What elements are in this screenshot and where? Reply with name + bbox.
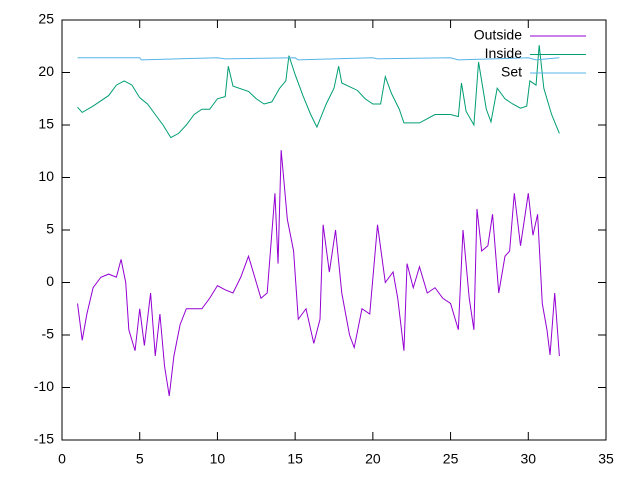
x-tick-label: 10 <box>210 451 226 467</box>
x-tick-label: 25 <box>443 451 459 467</box>
y-tick-label: -10 <box>34 378 54 394</box>
x-tick-label: 5 <box>136 451 144 467</box>
x-tick-label: 0 <box>58 451 66 467</box>
line-series <box>77 45 560 139</box>
x-tick-label: 35 <box>598 451 614 467</box>
x-tick-label: 15 <box>287 451 303 467</box>
x-tick-label: 20 <box>365 451 381 467</box>
y-tick-label: 15 <box>38 116 54 132</box>
y-tick-label: -15 <box>34 431 54 447</box>
y-tick-label: 25 <box>38 11 54 27</box>
y-tick-label: 20 <box>38 63 54 79</box>
line-series <box>77 57 560 61</box>
y-tick-label: 5 <box>46 221 54 237</box>
line-series <box>77 150 560 396</box>
legend-label: Inside <box>485 45 523 61</box>
x-tick-label: 30 <box>520 451 536 467</box>
plot-border <box>61 19 607 441</box>
y-tick-label: -5 <box>42 326 55 342</box>
y-tick-label: 0 <box>46 273 54 289</box>
y-tick-label: 10 <box>38 168 54 184</box>
legend-label: Outside <box>474 27 522 43</box>
legend-label: Set <box>501 64 522 80</box>
